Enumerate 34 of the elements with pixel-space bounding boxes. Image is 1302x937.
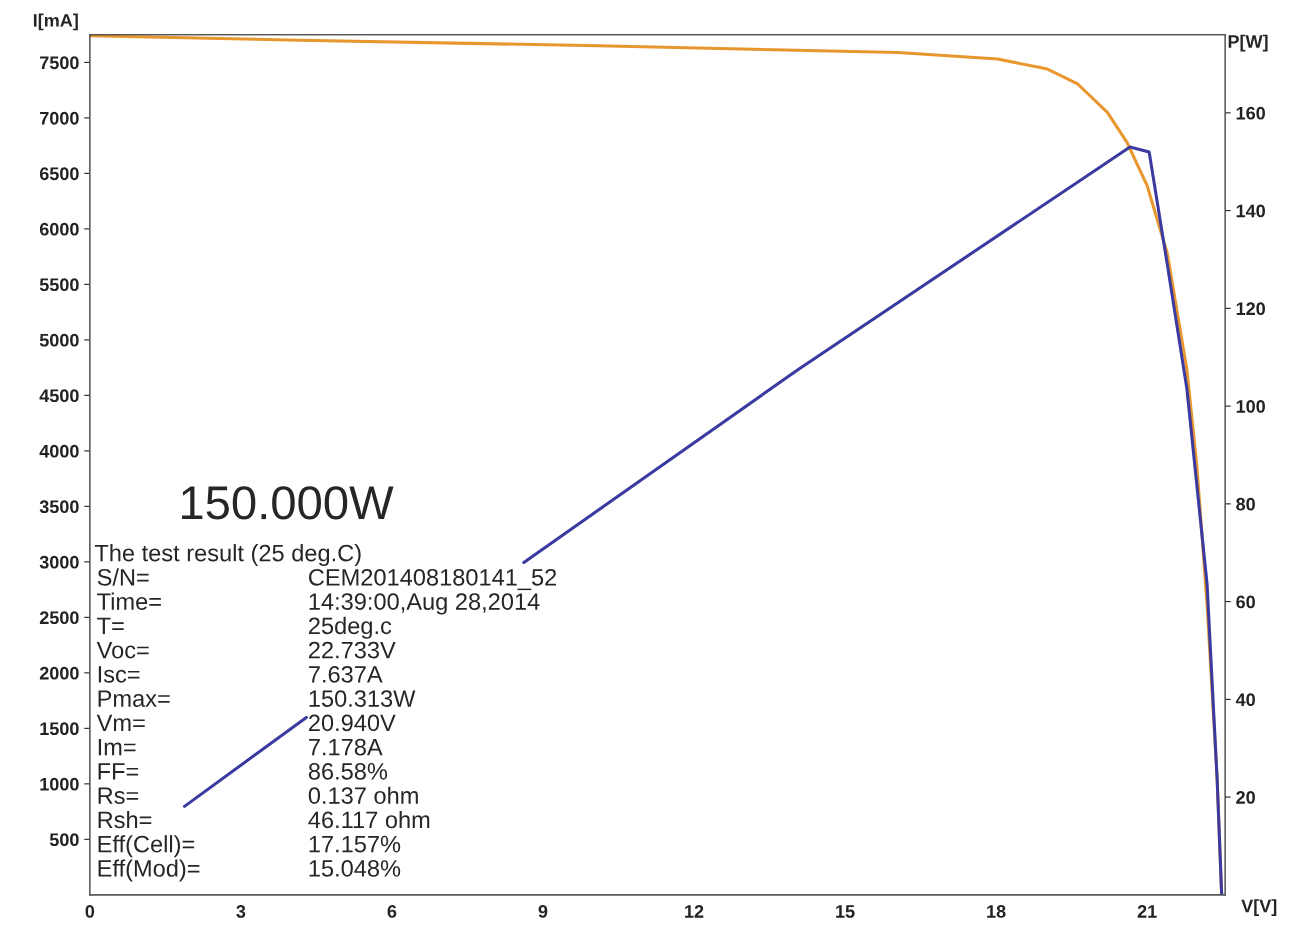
y2-tick-label: 100: [1236, 400, 1265, 413]
x-tick-label: 21: [1137, 905, 1157, 918]
y2-tick-label: 20: [1236, 791, 1255, 804]
y-tick-label: 6000: [39, 222, 79, 236]
y-tick-label: 7000: [40, 111, 79, 125]
y2-tick-label: 160: [1236, 106, 1265, 120]
y2-axis-title: P[W]: [1228, 34, 1268, 52]
y-tick-label: 1500: [40, 722, 79, 736]
y-tick-label: 3000: [39, 555, 79, 569]
y2-tick-label: 60: [1236, 595, 1255, 609]
x-tick-label: 6: [387, 905, 397, 918]
y-tick-label: 7500: [40, 56, 79, 70]
y2-tick-label: 40: [1235, 693, 1255, 707]
x-tick-label: 12: [685, 905, 704, 918]
y-tick-label: 6500: [39, 167, 79, 181]
y-tick-label: 4000: [39, 444, 79, 458]
x-tick-label: 3: [236, 905, 246, 918]
y2-tick-label: 140: [1236, 204, 1265, 218]
x-tick-label: 18: [987, 905, 1006, 918]
y-tick-label: 1000: [40, 777, 79, 791]
y-tick-label: 5500: [39, 278, 79, 292]
x-tick-label: 0: [85, 905, 95, 918]
y-tick-label: 5000: [39, 333, 79, 347]
y-axis-title: I[mA]: [33, 13, 78, 31]
y-tick-label: 4500: [39, 389, 79, 403]
y-tick-label: 3500: [39, 500, 79, 514]
x-axis-title: V[V]: [1241, 899, 1277, 916]
y-tick-label: 2000: [39, 666, 79, 680]
y2-tick-label: 80: [1236, 497, 1255, 511]
y2-tick-label: 120: [1236, 302, 1265, 316]
y-tick-label: 2500: [39, 611, 79, 625]
y-tick-label: 500: [49, 833, 79, 847]
x-tick-label: 15: [836, 905, 855, 918]
x-tick-label: 9: [538, 905, 548, 918]
